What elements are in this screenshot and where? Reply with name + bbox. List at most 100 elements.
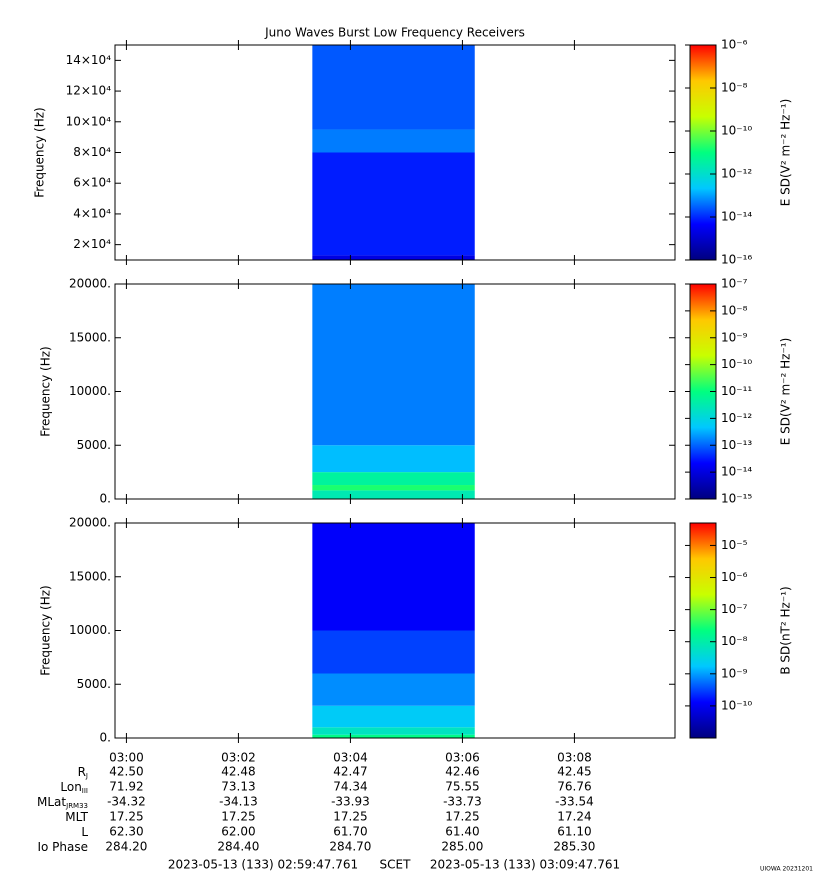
ephemeris-value: 284.20	[105, 840, 147, 854]
colorbar-tick-label: 10⁻⁶	[721, 570, 748, 584]
x-tick-label: 03:08	[557, 751, 592, 765]
spectrogram-band	[312, 727, 475, 735]
ephemeris-value: -33.93	[331, 795, 370, 809]
ephemeris-label-text: MLT	[65, 810, 88, 824]
y-tick-label: 8×10⁴	[73, 145, 111, 159]
ephemeris-label-text: Lon	[60, 780, 81, 794]
y-tick-label: 15000.	[69, 330, 111, 344]
ephemeris-label-text: MLat	[37, 795, 66, 809]
y-tick-label: 0.	[100, 492, 111, 506]
ephemeris-value: 62.00	[221, 825, 255, 839]
ephemeris-value: 285.30	[553, 840, 595, 854]
ephemeris-label: MLT	[65, 810, 88, 824]
y-tick-label: 5000.	[77, 677, 111, 691]
spectrogram-band	[312, 445, 475, 473]
colorbar-tick-label: 10⁻¹²	[721, 411, 752, 425]
y-tick-label: 6×10⁴	[73, 176, 111, 190]
ephemeris-value: 71.92	[109, 780, 143, 794]
colorbar-tick-label: 10⁻¹⁵	[721, 492, 752, 506]
colorbar	[689, 44, 717, 261]
x-tick-label: 03:00	[109, 751, 144, 765]
ephemeris-label: L	[81, 825, 88, 839]
colorbar-tick-label: 10⁻¹³	[721, 438, 752, 452]
colorbar-tick-label: 10⁻¹⁴	[721, 210, 752, 224]
end-time: 2023-05-13 (133) 03:09:47.761	[430, 858, 620, 872]
ephemeris-label-text: L	[81, 825, 88, 839]
ephemeris-label: RJ	[78, 765, 88, 781]
spectrogram-band	[312, 472, 475, 486]
spectrogram-band	[312, 152, 475, 256]
colorbar-tick-label: 10⁻¹²	[721, 167, 752, 181]
ephemeris-value: -34.32	[107, 795, 146, 809]
y-tick-label: 15000.	[69, 569, 111, 583]
y-axis-label: Frequency (Hz)	[39, 585, 53, 676]
ephemeris-value: -34.13	[219, 795, 258, 809]
ephemeris-value: 74.34	[333, 780, 367, 794]
ephemeris-value: 42.50	[109, 765, 143, 779]
ephemeris-label-text: R	[78, 765, 86, 779]
colorbar-label: E SD(V² m⁻² Hz⁻¹)	[779, 99, 793, 207]
colorbar-tick-label: 10⁻⁸	[721, 303, 748, 317]
x-tick-label: 03:06	[445, 751, 480, 765]
x-tick-label: 03:04	[333, 751, 368, 765]
spectrogram-band	[312, 284, 475, 446]
colorbar-tick-label: 10⁻⁶	[721, 38, 748, 52]
ephemeris-value: 285.00	[441, 840, 483, 854]
start-time: 2023-05-13 (133) 02:59:47.761	[168, 858, 358, 872]
ephemeris-label-sub: JRM33	[65, 802, 88, 810]
y-tick-label: 20000.	[69, 277, 111, 291]
ephemeris-label: Io Phase	[37, 840, 88, 854]
title: Juno Waves Burst Low Frequency Receivers	[264, 26, 525, 40]
time-system: SCET	[380, 858, 412, 872]
spectrogram-band	[312, 45, 475, 130]
y-tick-label: 0.	[100, 731, 111, 745]
y-tick-label: 14×10⁴	[66, 53, 112, 67]
y-axis-label: Frequency (Hz)	[39, 346, 53, 437]
ephemeris-value: 61.40	[445, 825, 479, 839]
ephemeris-value: 17.25	[445, 810, 479, 824]
ephemeris-label: MLatJRM33	[37, 795, 88, 811]
ephemeris-value: 42.47	[333, 765, 367, 779]
colorbar-tick-label: 10⁻⁹	[721, 330, 748, 344]
colorbar-tick-label: 10⁻¹¹	[721, 384, 752, 398]
spectrogram-band	[312, 485, 475, 491]
ephemeris-value: 61.10	[557, 825, 591, 839]
ephemeris-value: 76.76	[557, 780, 591, 794]
colorbar-tick-label: 10⁻⁵	[721, 538, 748, 552]
colorbar-tick-label: 10⁻⁸	[721, 634, 748, 648]
y-tick-label: 5000.	[77, 438, 111, 452]
ephemeris-value: 75.55	[445, 780, 479, 794]
ephemeris-value: 61.70	[333, 825, 367, 839]
colorbar-tick-label: 10⁻¹⁶	[721, 253, 752, 267]
colorbar-label: B SD(nT² Hz⁻¹)	[779, 586, 793, 674]
x-tick-label: 03:02	[221, 751, 256, 765]
ephemeris-value: 17.25	[109, 810, 143, 824]
spectrogram-band	[312, 255, 475, 260]
spectrogram-band	[312, 490, 475, 499]
y-tick-label: 4×10⁴	[73, 206, 111, 220]
ephemeris-label-sub: III	[82, 787, 88, 795]
ephemeris-value: 284.70	[329, 840, 371, 854]
colorbar	[689, 522, 717, 739]
colorbar-tick-label: 10⁻⁹	[721, 666, 748, 680]
y-tick-label: 10000.	[69, 623, 111, 637]
credit: UIOWA 20231201	[760, 866, 813, 873]
spectrogram-band	[312, 630, 475, 674]
ephemeris-value: 42.48	[221, 765, 255, 779]
ephemeris-value: 73.13	[221, 780, 255, 794]
ephemeris-value: 284.40	[217, 840, 259, 854]
y-tick-label: 20000.	[69, 516, 111, 530]
colorbar-tick-label: 10⁻⁸	[721, 81, 748, 95]
colorbar-tick-label: 10⁻¹⁰	[721, 357, 752, 371]
ephemeris-label-sub: J	[85, 772, 88, 780]
spectrogram-band	[312, 673, 475, 706]
ephemeris-value: -33.54	[555, 795, 594, 809]
spectrogram-band	[312, 734, 475, 738]
y-tick-label: 10000.	[69, 384, 111, 398]
ephemeris-value: 42.46	[445, 765, 479, 779]
ephemeris-label: LonIII	[60, 780, 88, 796]
colorbar-label: E SD(V² m⁻² Hz⁻¹)	[779, 338, 793, 446]
y-tick-label: 10×10⁴	[66, 114, 112, 128]
colorbar-tick-label: 10⁻¹⁰	[721, 124, 752, 138]
spectrogram-band	[312, 129, 475, 153]
